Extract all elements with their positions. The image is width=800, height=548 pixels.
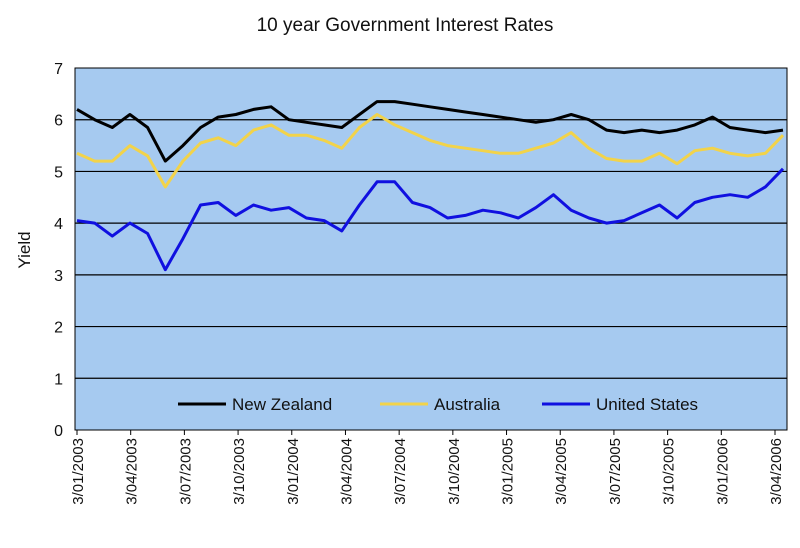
y-tick-label: 6 (54, 113, 63, 130)
y-tick-label: 5 (54, 164, 63, 181)
x-tick-label: 3/01/2005 (500, 438, 517, 505)
x-tick-label: 3/01/2004 (285, 438, 302, 505)
x-tick-label: 3/01/2003 (70, 438, 87, 505)
x-tick-label: 3/10/2003 (231, 438, 248, 505)
x-tick-label: 3/04/2005 (553, 438, 570, 505)
y-tick-label: 3 (54, 268, 63, 285)
legend-label: New Zealand (232, 395, 332, 414)
x-tick-label: 3/10/2004 (446, 438, 463, 505)
gridlines (75, 119, 787, 379)
y-axis-ticks: 0 1 2 3 4 5 6 7 (54, 61, 63, 440)
y-tick-label: 0 (54, 423, 63, 440)
x-tick-label: 3/04/2004 (338, 438, 355, 505)
series-lines (76, 100, 785, 272)
x-tick-label: 3/07/2005 (607, 438, 624, 505)
x-tick-label: 3/07/2003 (177, 438, 194, 505)
legend-label: United States (596, 395, 698, 414)
x-axis-ticks: 3/01/2003 3/04/2003 3/07/2003 3/10/2003 3/01… (70, 430, 785, 505)
series-line (76, 113, 785, 189)
x-tick-label: 3/01/2006 (714, 438, 731, 505)
series-line (76, 167, 785, 272)
chart-title: 10 year Government Interest Rates (257, 15, 554, 36)
y-tick-label: 7 (54, 61, 63, 78)
x-tick-label: 3/07/2004 (392, 438, 409, 505)
y-tick-label: 4 (54, 216, 63, 233)
series-line (76, 100, 784, 163)
x-tick-label: 3/10/2005 (661, 438, 678, 505)
plot-area (74, 67, 788, 431)
legend: New Zealand Australia United States (178, 395, 698, 414)
x-tick-label: 3/04/2006 (768, 438, 785, 505)
y-axis-label: Yield (15, 231, 34, 268)
legend-label: Australia (434, 395, 501, 414)
x-tick-label: 3/04/2003 (124, 438, 141, 505)
y-tick-label: 2 (54, 320, 63, 337)
y-tick-label: 1 (54, 371, 63, 388)
